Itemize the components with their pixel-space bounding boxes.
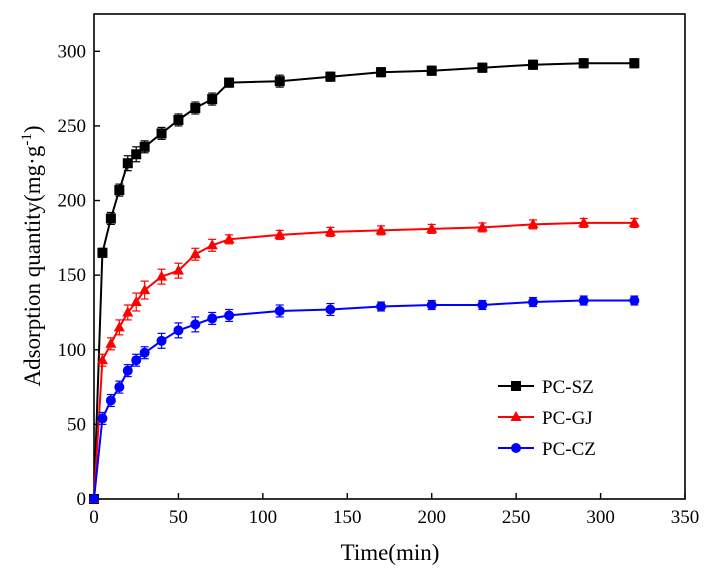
y-tick-label: 150 [58, 265, 87, 286]
data-point-pc-cz [131, 355, 142, 366]
data-point-pc-gj [476, 221, 488, 232]
legend: PC-SZ PC-GJ PC-CZ [498, 377, 596, 460]
data-point-pc-gj [96, 354, 108, 365]
x-tick-label: 300 [586, 507, 615, 528]
data-point-pc-sz [528, 59, 539, 70]
x-tick-label: 250 [502, 507, 531, 528]
y-axis-title: Adsorption quantity(mg·g [20, 145, 45, 386]
data-point-pc-cz [325, 304, 336, 315]
data-point-pc-cz [426, 300, 437, 310]
y-tick-label: 50 [67, 414, 86, 435]
x-axis-title: Time(min) [341, 540, 440, 565]
data-point-pc-gj [139, 284, 151, 295]
data-point-pc-sz [190, 103, 201, 114]
y-tick-label: 100 [58, 340, 87, 361]
y-axis-title-group: Adsorption quantity(mg·g-1) [19, 125, 45, 386]
legend-item-pc-sz: PC-SZ [498, 377, 594, 398]
legend-marker-pc-gj [510, 411, 522, 421]
data-point-pc-gj [156, 270, 168, 281]
data-point-pc-sz [114, 185, 125, 196]
legend-marker-pc-cz [511, 443, 521, 453]
legend-label-pc-sz: PC-SZ [542, 377, 594, 398]
data-point-pc-gj [189, 248, 201, 259]
data-point-pc-sz [325, 71, 336, 82]
data-point-pc-sz [156, 128, 167, 139]
data-point-pc-cz [190, 319, 201, 330]
legend-item-pc-cz: PC-CZ [498, 439, 596, 460]
axes: 0 50 100 150 200 250 300 350 0 50 100 150 200 250 300 [58, 41, 700, 528]
data-point-pc-gj [130, 296, 142, 307]
data-point-pc-sz [173, 114, 184, 125]
data-point-pc-gj [426, 222, 438, 233]
data-point-pc-gj [172, 264, 184, 275]
legend-item-pc-gj: PC-GJ [498, 408, 593, 429]
data-point-pc-cz [578, 295, 589, 306]
data-point-pc-sz [224, 77, 235, 88]
data-point-pc-cz [376, 301, 387, 312]
data-point-pc-gj [527, 218, 539, 229]
legend-label-pc-gj: PC-GJ [542, 408, 593, 429]
y-tick-label: 250 [58, 116, 87, 137]
data-point-pc-cz [156, 335, 167, 346]
data-point-pc-cz [139, 347, 150, 358]
series-pc-gj [88, 216, 640, 503]
data-point-pc-sz [578, 58, 589, 69]
data-point-pc-cz [89, 494, 99, 504]
data-point-pc-gj [375, 224, 387, 235]
data-point-pc-sz [97, 247, 108, 258]
data-point-pc-gj [628, 216, 640, 227]
data-point-pc-cz [274, 305, 285, 316]
data-point-pc-sz [139, 141, 150, 152]
data-point-pc-sz [207, 94, 218, 105]
data-point-pc-gj [578, 216, 590, 227]
x-tick-label: 200 [417, 507, 446, 528]
data-point-pc-cz [105, 395, 116, 406]
x-tick-label: 150 [333, 507, 362, 528]
data-point-pc-cz [477, 300, 488, 310]
series-pc-cz [89, 295, 640, 504]
series-pc-sz [89, 58, 640, 504]
y-tick-label: 300 [58, 41, 87, 62]
data-point-pc-cz [114, 382, 125, 393]
x-tick-label: 0 [89, 507, 99, 528]
legend-marker-pc-sz [511, 381, 521, 391]
y-tick-label: 200 [58, 191, 87, 212]
x-tick-label: 350 [671, 507, 700, 528]
data-point-pc-gj [324, 225, 336, 236]
y-axis-title-close: ) [20, 125, 45, 133]
data-point-pc-cz [173, 325, 184, 336]
data-point-pc-cz [629, 295, 640, 306]
series-line-pc-sz [93, 62, 635, 500]
x-tick-label: 50 [169, 507, 188, 528]
data-point-pc-sz [629, 58, 640, 69]
data-point-pc-sz [105, 213, 116, 224]
data-point-pc-gj [274, 228, 286, 239]
data-point-pc-gj [223, 233, 235, 244]
data-point-pc-cz [207, 313, 218, 324]
svg-text:Adsorption quantity(mg·g-1): Adsorption quantity(mg·g-1) [19, 125, 45, 386]
data-point-pc-sz [131, 149, 142, 160]
data-point-pc-sz [376, 67, 387, 78]
data-point-pc-cz [122, 365, 133, 376]
data-point-pc-sz [122, 158, 133, 169]
legend-label-pc-cz: PC-CZ [542, 439, 596, 460]
data-point-pc-cz [224, 310, 235, 321]
data-point-pc-gj [105, 337, 117, 348]
data-point-pc-sz [426, 65, 437, 76]
data-point-pc-gj [206, 239, 218, 250]
data-point-pc-cz [97, 413, 108, 424]
plot-frame [93, 13, 686, 500]
y-axis-title-superscript: -1 [19, 133, 35, 146]
data-point-pc-sz [477, 62, 488, 73]
y-tick-label: 0 [77, 489, 87, 510]
data-point-pc-gj [113, 321, 125, 332]
series-layer [88, 58, 640, 504]
data-point-pc-gj [122, 306, 134, 317]
data-point-pc-cz [528, 297, 539, 308]
data-point-pc-sz [274, 76, 285, 87]
x-tick-label: 100 [249, 507, 278, 528]
